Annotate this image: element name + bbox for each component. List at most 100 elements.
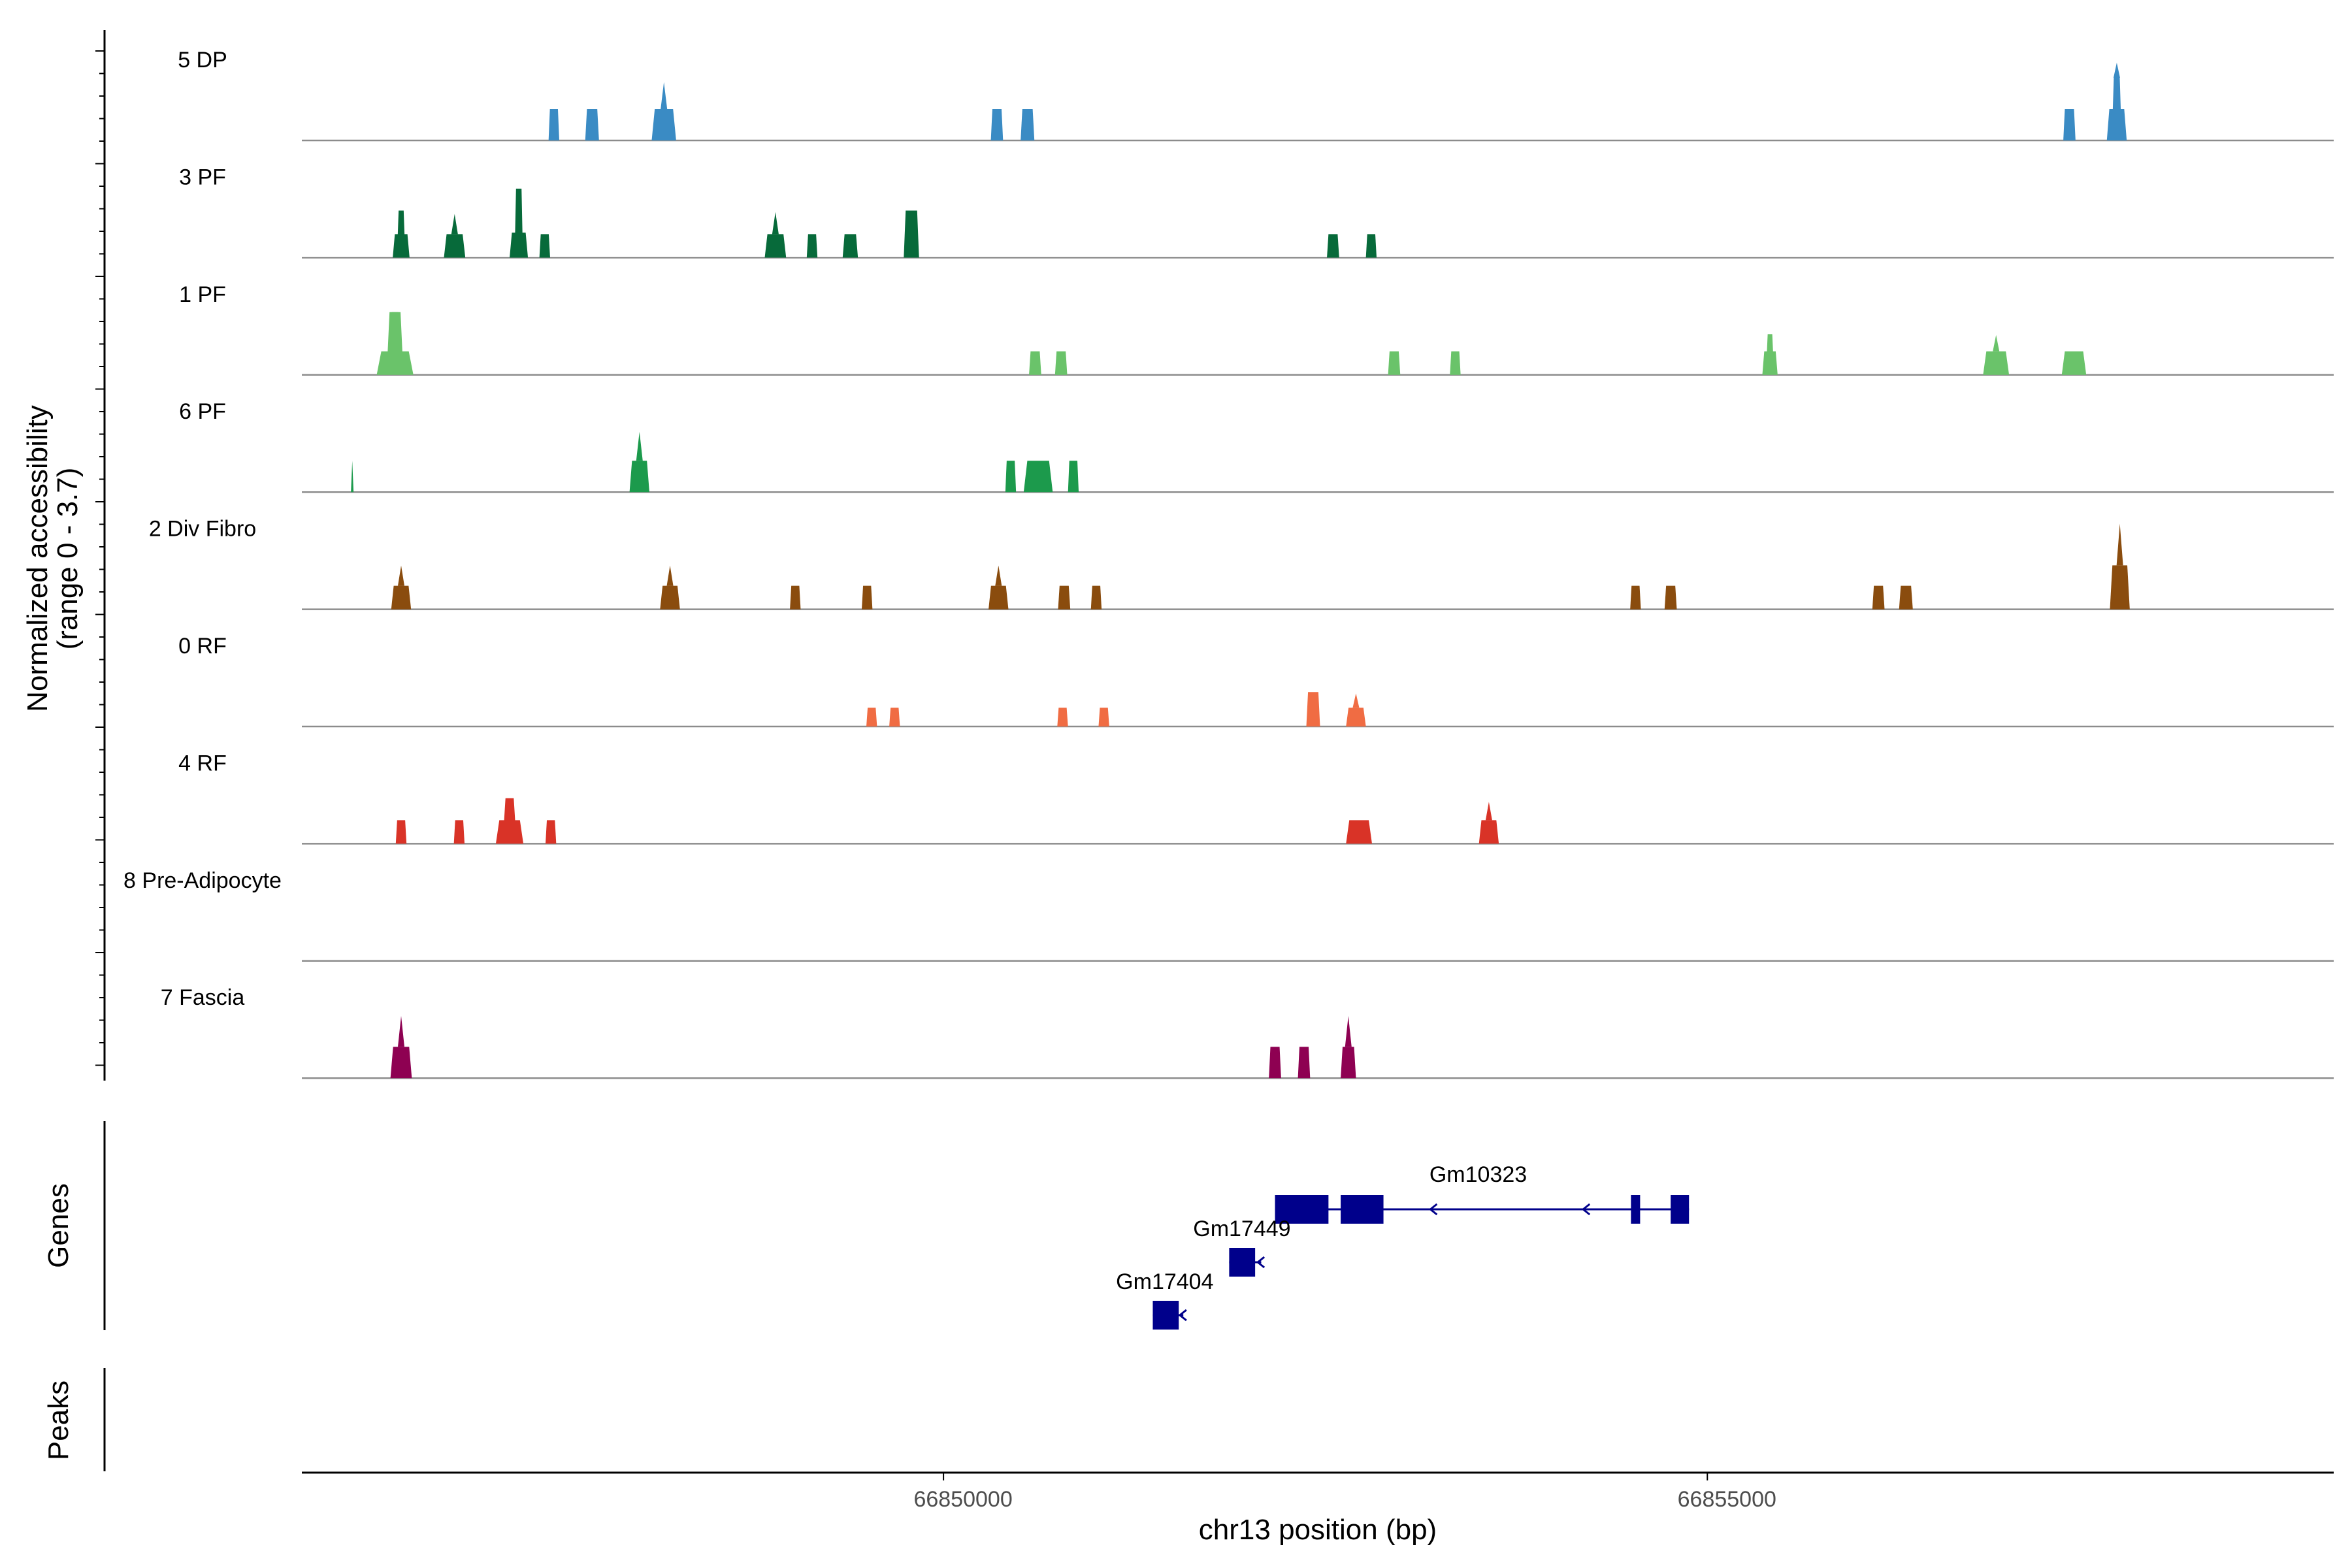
coverage-peak xyxy=(444,234,466,258)
coverage-spike xyxy=(636,431,643,461)
coverage-peak xyxy=(889,708,900,727)
strand-arrow xyxy=(1428,1203,1438,1216)
strand-arrow xyxy=(1256,1256,1266,1269)
coverage-peak xyxy=(1664,585,1677,610)
coverage-peak xyxy=(510,188,529,258)
y-axis xyxy=(95,30,106,1081)
track-label: 1 PF xyxy=(179,282,226,307)
track-5: 0 RF xyxy=(178,634,2334,728)
coverage-peak xyxy=(862,585,873,610)
coverage-spike xyxy=(995,565,1002,586)
track-label: 2 Div Fibro xyxy=(149,517,256,542)
track-0: 5 DP xyxy=(178,48,2334,142)
track-label: 8 Pre-Adipocyte xyxy=(123,868,282,893)
coverage-peak xyxy=(1021,109,1035,140)
strand-arrow xyxy=(1581,1203,1591,1216)
coverage-spike xyxy=(772,212,779,235)
coverage-peak xyxy=(660,585,680,610)
gene-label: Gm17404 xyxy=(1116,1269,1213,1294)
coverage-spike xyxy=(661,82,668,109)
coverage-peak xyxy=(495,798,524,844)
coverage-peak xyxy=(1762,334,1778,375)
gene-label: Gm10323 xyxy=(1429,1162,1527,1187)
track-label: 5 DP xyxy=(178,48,227,73)
gene-gm17404: Gm17404 xyxy=(1116,1269,1214,1330)
coverage-peak xyxy=(1341,1047,1356,1079)
coverage-peak xyxy=(1450,351,1461,375)
coverage-peak xyxy=(2110,565,2130,610)
gene-exon xyxy=(1671,1195,1690,1224)
coverage-spike xyxy=(1993,335,2000,351)
track-4: 2 Div Fibro xyxy=(149,517,2334,610)
track-label: 7 Fascia xyxy=(161,985,245,1010)
coverage-peak xyxy=(990,109,1004,140)
coverage-peak xyxy=(866,708,877,727)
coverage-spike xyxy=(397,1015,404,1047)
coverage-peak xyxy=(393,210,410,258)
gene-exon xyxy=(1341,1195,1384,1224)
coverage-peak xyxy=(1058,585,1071,610)
coverage-peak xyxy=(988,585,1009,610)
coverage-peak xyxy=(351,461,354,493)
coverage-peak xyxy=(548,109,560,140)
coverage-spike xyxy=(666,565,674,586)
coverage-spike xyxy=(1485,802,1492,821)
gene-exon xyxy=(1631,1195,1641,1224)
coverage-peak xyxy=(585,109,599,140)
coverage-peak xyxy=(539,234,550,258)
strand-arrow xyxy=(1178,1309,1187,1322)
gene-exon xyxy=(1275,1195,1329,1224)
coverage-peak xyxy=(790,585,801,610)
x-axis-ticks: 66850000 66855000 xyxy=(913,1473,1776,1512)
coverage-peak xyxy=(2106,78,2127,140)
coverage-peak xyxy=(1630,585,1641,610)
y-axis-range-label: (range 0 - 3.7) xyxy=(52,468,84,650)
coverage-peak xyxy=(1899,585,1913,610)
coverage-peak xyxy=(1068,461,1079,493)
track-2: 1 PF xyxy=(179,282,2334,376)
genes-panel-label: Genes xyxy=(42,1183,74,1268)
gene-annotations: Gm10323 Gm17449 Gm17404 xyxy=(1116,1162,1690,1330)
coverage-peak xyxy=(390,1047,412,1079)
coverage-peak xyxy=(2061,351,2087,375)
coverage-peak xyxy=(806,234,818,258)
coverage-spike xyxy=(451,214,458,235)
coverage-peak xyxy=(1365,234,1377,258)
coverage-peak xyxy=(1098,708,1109,727)
x-axis-label: chr13 position (bp) xyxy=(1199,1514,1437,1546)
coverage-spike xyxy=(1345,1015,1352,1047)
x-tick-label: 66850000 xyxy=(913,1487,1012,1512)
track-label: 6 PF xyxy=(179,399,226,424)
coverage-peak xyxy=(395,820,407,844)
x-tick-label: 66855000 xyxy=(1678,1487,1776,1512)
coverage-peak xyxy=(1090,585,1102,610)
coverage-tracks: 5 DP 3 PF 1 PF 6 PF 2 Div Fibro 0 RF 4 RF 8 Pre… xyxy=(123,48,2334,1079)
coverage-peak xyxy=(904,210,919,258)
coverage-spike xyxy=(2116,523,2123,566)
peaks-panel-label: Peaks xyxy=(42,1380,74,1460)
gene-gm10323: Gm10323 xyxy=(1275,1162,1690,1224)
track-3: 6 PF xyxy=(179,399,2334,493)
coverage-peak xyxy=(391,585,412,610)
coverage-peak xyxy=(1872,585,1885,610)
coverage-peak xyxy=(1005,461,1017,493)
track-label: 0 RF xyxy=(178,634,227,659)
coverage-spike xyxy=(391,312,399,337)
coverage-peak xyxy=(2063,109,2076,140)
y-axis-label: Normalized accessibility xyxy=(22,405,54,711)
coverage-peak xyxy=(1057,708,1068,727)
track-label: 4 RF xyxy=(178,751,227,776)
coverage-peak xyxy=(842,234,858,258)
coverage-peak xyxy=(651,109,676,140)
coverage-peak xyxy=(545,820,557,844)
gene-gm17449: Gm17449 xyxy=(1193,1217,1291,1277)
coverage-peak xyxy=(453,820,465,844)
coverage-peak xyxy=(1327,234,1339,258)
coverage-peak xyxy=(1478,820,1499,844)
coverage-spike xyxy=(1352,693,1360,708)
coverage-peak xyxy=(1983,351,2010,375)
coverage-peak xyxy=(1269,1047,1281,1079)
track-label: 3 PF xyxy=(179,165,226,189)
coverage-spike xyxy=(397,565,404,586)
